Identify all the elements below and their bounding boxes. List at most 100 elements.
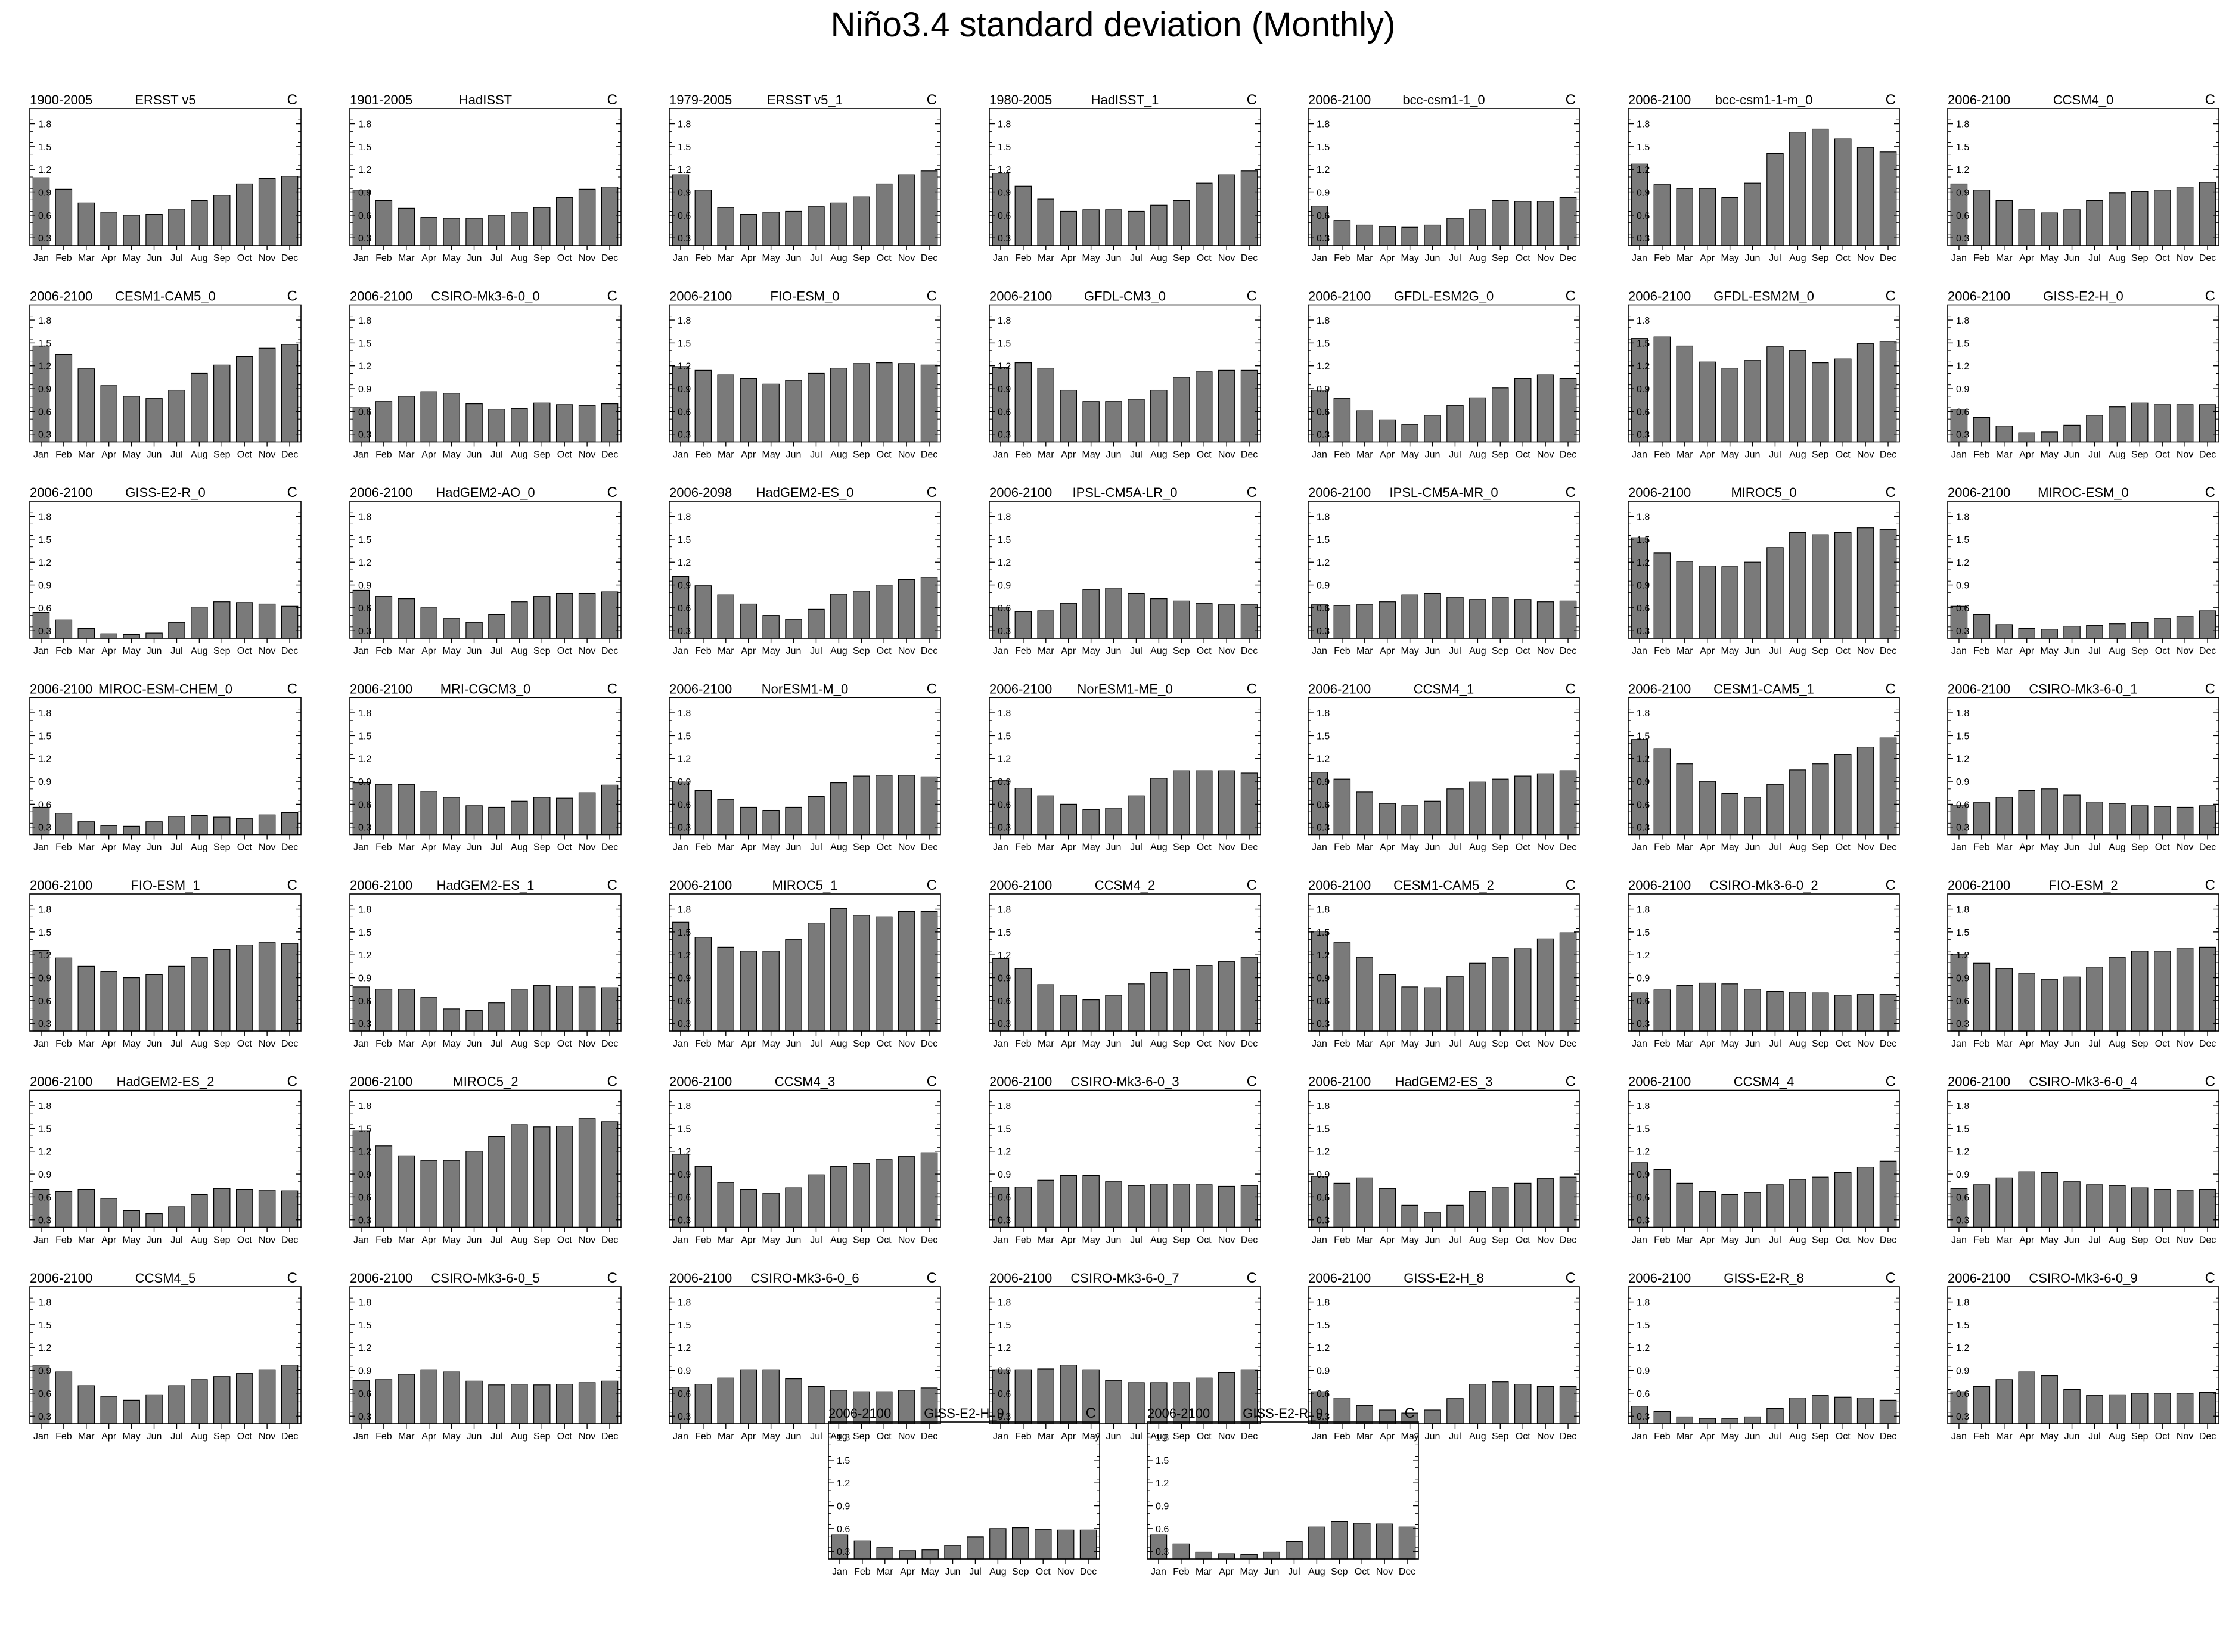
y-tick-label: 0.6 — [678, 996, 691, 1007]
bar-Sep — [1172, 377, 1190, 443]
y-tick-label: 1.8 — [1317, 1101, 1330, 1111]
bar-May — [123, 977, 140, 1032]
panel-model-name: bcc-csm1-1_0 — [1402, 92, 1485, 107]
panel-period: 2006-2100 — [828, 1406, 891, 1421]
x-tick-label-Sep: Sep — [1492, 1431, 1509, 1442]
x-tick-label-Aug: Aug — [2109, 253, 2125, 263]
panel-period: 2006-2100 — [669, 1271, 732, 1285]
y-tick-label: 1.5 — [1956, 339, 1969, 349]
bar-May — [1082, 809, 1100, 836]
y-tick-label: 1.8 — [1156, 1433, 1169, 1443]
x-tick-label-Nov: Nov — [1537, 1039, 1554, 1049]
y-tick-label: 0.9 — [1956, 1170, 1969, 1180]
x-tick-label-May: May — [1401, 843, 1419, 853]
x-tick-label-Sep: Sep — [1173, 450, 1190, 460]
x-tick-label-Oct: Oct — [237, 1039, 252, 1049]
bar-May — [2041, 1375, 2058, 1424]
bar-Feb — [1973, 190, 1991, 246]
bar-Aug — [511, 601, 528, 639]
bar-Jul — [1128, 1382, 1145, 1424]
x-tick-label-Aug: Aug — [1308, 1567, 1325, 1577]
bar-Aug — [830, 367, 847, 443]
y-tick-label: 1.5 — [358, 535, 371, 545]
x-tick-label-Mar: Mar — [398, 646, 415, 656]
y-tick-label: 0.3 — [998, 234, 1011, 244]
bar-May — [762, 615, 780, 639]
x-tick-label-Feb: Feb — [1973, 1431, 1990, 1442]
panel-model-name: FIO-ESM_1 — [131, 878, 200, 893]
panel-units: C — [2205, 877, 2215, 893]
y-tick-label: 0.9 — [1317, 384, 1330, 395]
x-tick-label-May: May — [443, 1431, 461, 1442]
y-tick-label: 0.3 — [1637, 626, 1650, 636]
bar-Jun — [1744, 989, 1761, 1032]
bar-Nov — [1218, 1372, 1235, 1424]
x-tick-label-Nov: Nov — [1857, 1431, 1874, 1442]
y-tick-label: 0.9 — [1637, 384, 1650, 395]
bar-Oct — [875, 916, 893, 1032]
x-tick-label-Nov: Nov — [2177, 646, 2193, 656]
bar-Dec — [601, 1380, 619, 1424]
bar-Jan — [992, 607, 1010, 639]
x-tick-label-May: May — [1401, 253, 1419, 263]
bar-Jul — [1128, 983, 1145, 1032]
y-tick-label: 0.9 — [1637, 1367, 1650, 1377]
x-tick-label-Jul: Jul — [1288, 1567, 1300, 1577]
y-tick-label: 1.2 — [1637, 165, 1650, 175]
bar-Apr — [1699, 565, 1716, 639]
x-tick-label-Sep: Sep — [1173, 646, 1190, 656]
panel-units: C — [1247, 681, 1257, 697]
bar-Apr — [420, 607, 437, 639]
x-tick-label-Mar: Mar — [1356, 646, 1373, 656]
x-tick-label-Jul: Jul — [1130, 450, 1142, 460]
bar-Mar — [77, 965, 95, 1032]
bar-Mar — [1037, 610, 1054, 639]
bar-Oct — [2154, 618, 2171, 639]
bar-Jul — [1766, 547, 1784, 639]
bar-Sep — [1492, 957, 1509, 1032]
y-tick-label: 1.5 — [998, 731, 1011, 741]
bar-Mar — [717, 594, 734, 639]
x-tick-label-Feb: Feb — [1334, 253, 1350, 263]
x-tick-label-Aug: Aug — [191, 646, 207, 656]
panel-HadISST_1: 1980-2005 HadISST_1 C0.30.60.91.21.51.8Jan… — [989, 92, 1261, 263]
x-tick-label-Mar: Mar — [718, 450, 734, 460]
x-tick-label-Jun: Jun — [467, 1039, 482, 1049]
bar-Mar — [1037, 1179, 1054, 1228]
panel-units: C — [1886, 485, 1896, 501]
bar-Dec — [2199, 404, 2216, 443]
x-tick-label-Nov: Nov — [1218, 253, 1235, 263]
panel-units: C — [1566, 681, 1576, 697]
y-tick-label: 0.3 — [38, 430, 51, 440]
x-tick-label-May: May — [123, 450, 141, 460]
bar-Jul — [1446, 976, 1464, 1032]
bar-Jul — [1766, 153, 1784, 246]
y-tick-label: 1.8 — [1956, 513, 1969, 523]
x-tick-label-Mar: Mar — [1038, 450, 1054, 460]
y-tick-label: 1.8 — [1637, 316, 1650, 326]
y-tick-label: 1.5 — [38, 535, 51, 545]
bar-Dec — [920, 911, 938, 1032]
x-tick-label-Dec: Dec — [1880, 1235, 1896, 1246]
x-tick-label-Apr: Apr — [1700, 253, 1715, 263]
bar-May — [123, 825, 140, 836]
bar-Jul — [2086, 415, 2103, 443]
x-tick-label-Sep: Sep — [2131, 1039, 2149, 1049]
x-tick-label-Oct: Oct — [237, 253, 252, 263]
x-tick-label-Jul: Jul — [1769, 646, 1781, 656]
x-tick-label-Jul: Jul — [490, 646, 502, 656]
bar-May — [1721, 1194, 1738, 1228]
bar-May — [443, 797, 460, 836]
y-tick-label: 0.6 — [358, 211, 371, 221]
panel-period: 2006-2100 — [1628, 92, 1691, 107]
bar-Nov — [258, 814, 276, 836]
bar-Nov — [578, 986, 596, 1032]
bar-May — [1401, 805, 1418, 836]
bar-Mar — [77, 202, 95, 246]
x-tick-label-Oct: Oct — [1836, 1235, 1851, 1246]
x-tick-label-Jan: Jan — [993, 450, 1008, 460]
bar-Apr — [740, 806, 757, 836]
y-tick-label: 0.3 — [358, 626, 371, 636]
x-tick-label-Jan: Jan — [1312, 1235, 1327, 1246]
x-tick-label-Dec: Dec — [281, 1431, 298, 1442]
